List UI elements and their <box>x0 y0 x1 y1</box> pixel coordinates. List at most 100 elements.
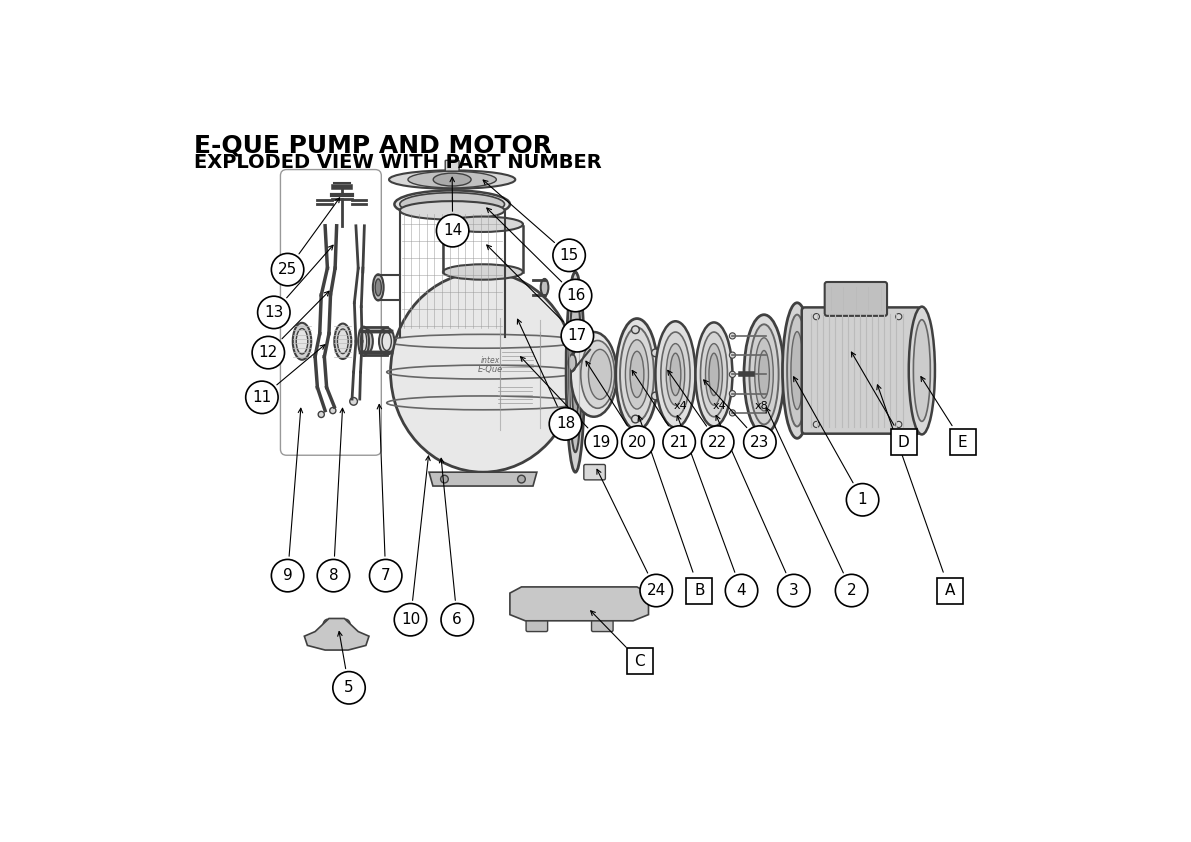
Text: 15: 15 <box>560 248 579 263</box>
Ellipse shape <box>382 332 392 350</box>
Circle shape <box>549 408 581 440</box>
FancyBboxPatch shape <box>686 578 712 604</box>
Ellipse shape <box>400 201 505 220</box>
FancyBboxPatch shape <box>526 615 548 632</box>
Ellipse shape <box>400 193 505 216</box>
Ellipse shape <box>588 349 611 399</box>
Circle shape <box>553 239 585 272</box>
Ellipse shape <box>630 351 644 397</box>
Ellipse shape <box>503 343 534 350</box>
Circle shape <box>729 410 736 416</box>
Text: x4: x4 <box>674 401 688 411</box>
Circle shape <box>272 253 304 285</box>
Ellipse shape <box>568 354 576 371</box>
Circle shape <box>318 412 324 418</box>
Text: EXPLODED VIEW WITH PART NUMBER: EXPLODED VIEW WITH PART NUMBER <box>194 152 601 172</box>
Circle shape <box>778 574 810 607</box>
Circle shape <box>369 559 401 592</box>
Circle shape <box>763 411 768 415</box>
Text: 25: 25 <box>278 262 298 277</box>
Ellipse shape <box>389 170 516 189</box>
FancyBboxPatch shape <box>802 307 921 434</box>
FancyBboxPatch shape <box>937 578 962 604</box>
Text: intex: intex <box>481 356 500 365</box>
Text: 21: 21 <box>669 434 688 450</box>
Text: 2: 2 <box>847 583 856 598</box>
Text: 8: 8 <box>329 568 338 584</box>
Polygon shape <box>429 472 537 486</box>
Circle shape <box>896 313 902 320</box>
Ellipse shape <box>782 303 812 439</box>
Circle shape <box>763 372 768 376</box>
Circle shape <box>725 574 757 607</box>
Circle shape <box>631 415 640 423</box>
Ellipse shape <box>787 315 807 426</box>
Text: E-QUE PUMP AND MOTOR: E-QUE PUMP AND MOTOR <box>194 133 553 157</box>
Circle shape <box>252 337 285 369</box>
Ellipse shape <box>696 322 732 426</box>
Ellipse shape <box>759 350 769 398</box>
Ellipse shape <box>791 332 803 409</box>
FancyBboxPatch shape <box>500 345 535 376</box>
Ellipse shape <box>361 331 367 351</box>
FancyBboxPatch shape <box>891 429 917 455</box>
Text: A: A <box>944 583 955 598</box>
Circle shape <box>561 319 593 352</box>
Ellipse shape <box>666 344 685 405</box>
Text: B: B <box>694 583 705 598</box>
Ellipse shape <box>505 303 530 311</box>
Circle shape <box>441 475 448 483</box>
Ellipse shape <box>505 333 530 341</box>
Ellipse shape <box>572 322 579 422</box>
Text: 16: 16 <box>566 288 585 303</box>
Circle shape <box>847 483 879 516</box>
Text: 20: 20 <box>629 434 648 450</box>
Ellipse shape <box>755 338 773 411</box>
Ellipse shape <box>358 327 369 356</box>
Ellipse shape <box>913 320 930 421</box>
FancyBboxPatch shape <box>949 429 975 455</box>
Text: 5: 5 <box>344 680 354 695</box>
Text: 7: 7 <box>381 568 391 584</box>
Ellipse shape <box>297 328 307 354</box>
Ellipse shape <box>655 322 696 428</box>
Text: 3: 3 <box>788 583 799 598</box>
Circle shape <box>631 326 640 333</box>
Circle shape <box>651 349 660 357</box>
Circle shape <box>394 604 426 636</box>
Text: 13: 13 <box>264 305 283 320</box>
Circle shape <box>813 313 819 320</box>
FancyBboxPatch shape <box>592 615 613 632</box>
Ellipse shape <box>337 329 348 354</box>
Text: 11: 11 <box>252 390 272 405</box>
Ellipse shape <box>700 332 728 417</box>
Ellipse shape <box>323 619 332 633</box>
Circle shape <box>743 426 777 458</box>
Ellipse shape <box>569 292 581 452</box>
Text: 12: 12 <box>258 345 278 360</box>
Text: 14: 14 <box>443 223 462 238</box>
Ellipse shape <box>362 330 373 353</box>
Ellipse shape <box>705 344 723 405</box>
Circle shape <box>518 475 525 483</box>
Ellipse shape <box>581 340 615 408</box>
Ellipse shape <box>566 272 585 472</box>
Circle shape <box>585 426 617 458</box>
Polygon shape <box>305 619 369 650</box>
Circle shape <box>729 352 736 358</box>
Ellipse shape <box>335 323 351 359</box>
Ellipse shape <box>443 264 523 280</box>
Text: 10: 10 <box>401 612 420 627</box>
Ellipse shape <box>443 216 523 232</box>
Text: 1: 1 <box>858 493 867 507</box>
FancyBboxPatch shape <box>445 160 459 171</box>
Ellipse shape <box>661 332 690 417</box>
Circle shape <box>729 391 736 397</box>
Ellipse shape <box>749 324 779 424</box>
Ellipse shape <box>671 353 681 396</box>
Circle shape <box>317 559 350 592</box>
Circle shape <box>330 408 336 413</box>
Ellipse shape <box>909 306 935 434</box>
Circle shape <box>813 421 819 428</box>
Ellipse shape <box>709 353 719 396</box>
